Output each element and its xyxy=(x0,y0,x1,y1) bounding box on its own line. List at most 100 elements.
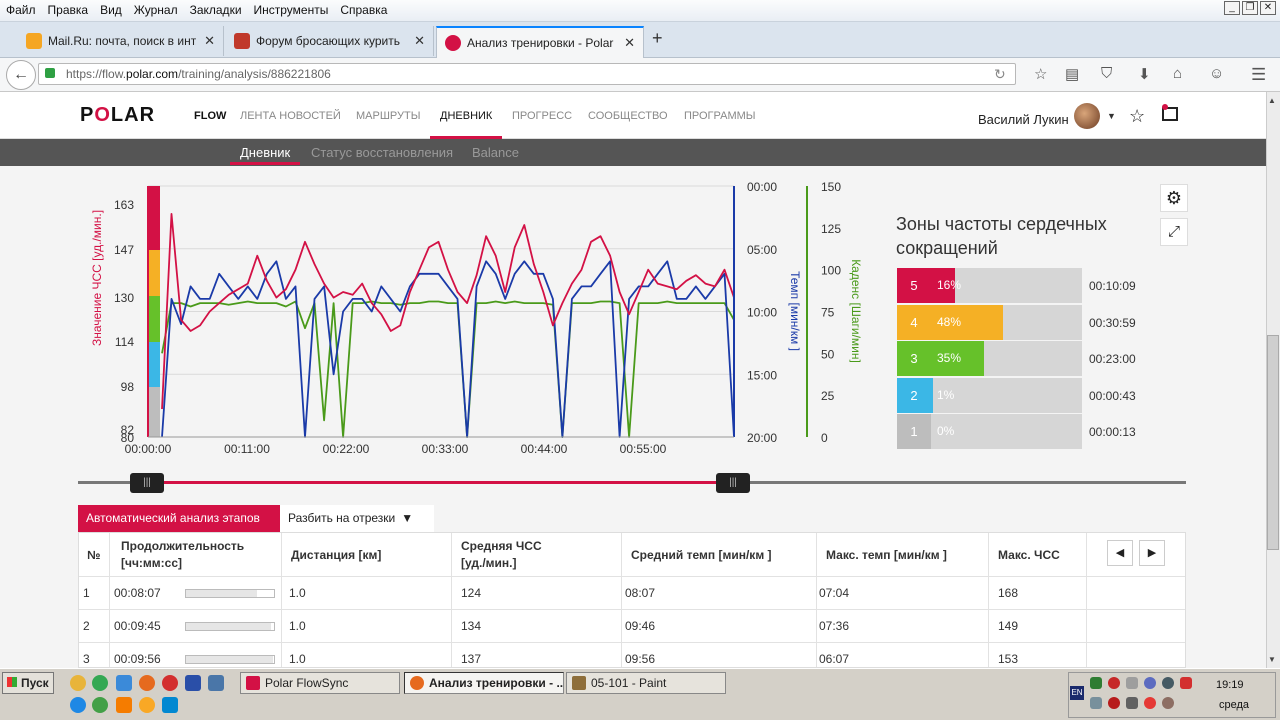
favorites-star-icon[interactable]: ☆ xyxy=(1129,106,1146,126)
task-polar-flowsync[interactable]: Polar FlowSync xyxy=(240,672,400,694)
menu-file[interactable]: Файл xyxy=(6,3,36,17)
tab-forum[interactable]: Форум бросающих курить ✕ xyxy=(226,26,434,56)
odnoklassniki-icon[interactable] xyxy=(116,697,132,713)
scroll-up-icon[interactable]: ▲ xyxy=(1268,96,1276,105)
tray-icon[interactable] xyxy=(1090,697,1102,709)
nav-routes[interactable]: МАРШРУТЫ xyxy=(356,110,421,122)
user-name[interactable]: Василий Лукин xyxy=(978,112,1069,127)
auto-lap-analysis-button[interactable]: Автоматический анализ этапов xyxy=(78,505,280,532)
scroll-down-icon[interactable]: ▼ xyxy=(1268,655,1276,664)
vk-icon[interactable] xyxy=(208,675,224,691)
subnav-recovery[interactable]: Статус восстановления xyxy=(311,145,454,160)
language-indicator[interactable]: EN xyxy=(1070,686,1084,700)
chrome-icon[interactable] xyxy=(92,675,108,691)
quicklaunch-icon[interactable] xyxy=(185,675,201,691)
close-tab-icon[interactable]: ✕ xyxy=(624,35,635,50)
tray-icon[interactable] xyxy=(1108,677,1120,689)
close-tab-icon[interactable]: ✕ xyxy=(414,33,425,48)
tab-mailru[interactable]: Mail.Ru: почта, поиск в инт... ✕ xyxy=(18,26,224,56)
home-icon[interactable]: ⌂ xyxy=(1173,65,1183,82)
col-avg-hr: Средняя ЧСС [уд./мин.] xyxy=(461,539,542,570)
nav-programs[interactable]: ПРОГРАММЫ xyxy=(684,110,756,122)
menu-help[interactable]: Справка xyxy=(340,3,388,17)
bookmark-star-icon[interactable]: ☆ xyxy=(1034,66,1048,83)
tray-icon[interactable] xyxy=(1162,697,1174,709)
reading-list-icon[interactable]: ▤ xyxy=(1065,66,1080,83)
notifications-icon[interactable] xyxy=(1162,107,1178,121)
firefox-icon[interactable] xyxy=(139,675,155,691)
user-menu-caret-icon[interactable]: ▼ xyxy=(1107,111,1116,121)
tray-icon[interactable] xyxy=(1144,677,1156,689)
address-bar[interactable] xyxy=(38,63,1016,85)
nav-active-underline xyxy=(430,136,502,139)
nav-feed[interactable]: ЛЕНТА НОВОСТЕЙ xyxy=(240,110,341,122)
new-tab-icon[interactable]: + xyxy=(652,28,663,48)
url-text[interactable]: https://flow.polar.com/training/analysis… xyxy=(66,67,331,81)
antivirus-icon[interactable] xyxy=(1180,677,1192,689)
scrollbar-thumb[interactable] xyxy=(1267,335,1279,550)
tray-icon[interactable] xyxy=(1162,677,1174,689)
settings-gear-icon[interactable]: ⚙ xyxy=(1160,184,1188,212)
next-columns-icon[interactable]: ▶ xyxy=(1139,540,1165,566)
cell-dur: 00:08:07 xyxy=(114,586,161,600)
nav-progress[interactable]: ПРОГРЕСС xyxy=(512,110,573,122)
back-button[interactable]: ← xyxy=(6,60,36,90)
tray-icon[interactable] xyxy=(1126,697,1138,709)
subnav-diary[interactable]: Дневник xyxy=(240,145,291,160)
quicklaunch-icon[interactable] xyxy=(92,697,108,713)
tray-icon[interactable] xyxy=(1108,697,1120,709)
menu-history[interactable]: Журнал xyxy=(133,3,178,17)
menu-bookmarks[interactable]: Закладки xyxy=(189,3,242,17)
task-firefox[interactable]: Анализ тренировки - ... xyxy=(404,672,564,694)
restore-icon[interactable]: ❐ xyxy=(1242,1,1258,15)
menu-edit[interactable]: Правка xyxy=(47,3,89,17)
quicklaunch-icon[interactable] xyxy=(139,697,155,713)
zone-time: 00:23:00 xyxy=(1089,352,1136,366)
ie-icon[interactable] xyxy=(70,697,86,713)
close-tab-icon[interactable]: ✕ xyxy=(204,33,215,48)
task-label: 05-101 - Paint xyxy=(591,676,667,690)
polar-logo[interactable]: POLAR xyxy=(80,104,155,127)
tray-icon[interactable] xyxy=(1090,677,1102,689)
quicklaunch-icon[interactable] xyxy=(116,675,132,691)
nav-diary[interactable]: ДНЕВНИК xyxy=(440,110,493,122)
pace-series-line xyxy=(161,260,735,438)
hr-axis-label: Значение ЧСС [уд./мин.] xyxy=(90,210,104,346)
cell-dist: 1.0 xyxy=(289,586,306,600)
url-prefix: https://flow. xyxy=(66,67,127,81)
mailru-icon xyxy=(26,33,42,49)
pocket-icon[interactable]: ⛉ xyxy=(1101,65,1113,82)
close-window-icon[interactable]: ✕ xyxy=(1260,1,1276,15)
prev-columns-icon[interactable]: ◀ xyxy=(1107,540,1133,566)
fullscreen-expand-icon[interactable]: ⤢ xyxy=(1160,218,1188,246)
range-handle-end[interactable]: ||| xyxy=(716,473,750,493)
reload-icon[interactable]: ↻ xyxy=(994,66,1006,82)
tray-icon[interactable] xyxy=(1144,697,1156,709)
tray-icon[interactable] xyxy=(1126,677,1138,689)
cell-max_pace: 06:07 xyxy=(819,652,850,666)
quicklaunch-icon[interactable] xyxy=(70,675,86,691)
menu-view[interactable]: Вид xyxy=(100,3,122,17)
range-handle-start[interactable]: ||| xyxy=(130,473,164,493)
minimize-icon[interactable]: _ xyxy=(1224,1,1240,15)
cell-avg_hr: 124 xyxy=(461,586,482,600)
chat-icon[interactable]: ☺ xyxy=(1209,65,1225,82)
avatar[interactable] xyxy=(1074,103,1100,129)
download-icon[interactable]: ⬇ xyxy=(1138,66,1151,83)
chart-lines xyxy=(161,213,735,438)
menubar: Файл Правка Вид Журнал Закладки Инструменты Сп… xyxy=(0,0,1280,22)
opera-icon[interactable] xyxy=(162,675,178,691)
subnav-balance[interactable]: Balance xyxy=(472,145,519,160)
clock[interactable]: 19:19 xyxy=(1216,679,1244,691)
col-distance: Дистанция [км] xyxy=(291,548,382,562)
tab-polar[interactable]: Анализ тренировки - Polar F... ✕ xyxy=(436,26,644,58)
quicklaunch-icon[interactable] xyxy=(162,697,178,713)
hr-tick-label: 114 xyxy=(115,335,134,349)
task-paint[interactable]: 05-101 - Paint xyxy=(566,672,726,694)
nav-community[interactable]: СООБЩЕСТВО xyxy=(588,110,668,122)
menu-tools[interactable]: Инструменты xyxy=(253,3,329,17)
hamburger-menu-icon[interactable]: ☰ xyxy=(1251,65,1267,84)
cell-dur: 00:09:45 xyxy=(114,619,161,633)
split-segments-dropdown[interactable]: Разбить на отрезки ▼ xyxy=(280,505,434,532)
